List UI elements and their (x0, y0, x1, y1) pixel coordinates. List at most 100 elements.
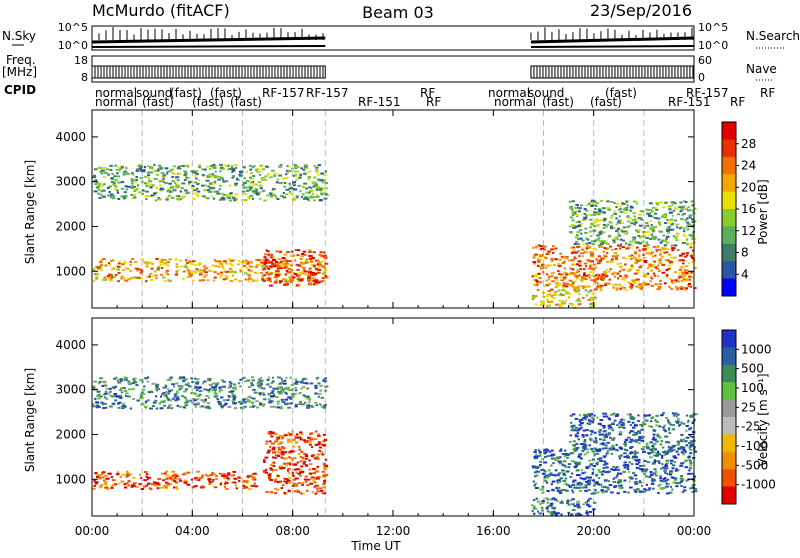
echo-cell (139, 396, 144, 399)
echo-cell (535, 279, 539, 282)
echo-cell (615, 414, 619, 417)
echo-cell (595, 481, 599, 484)
echo-cell (634, 221, 638, 224)
colorbar-segment (722, 451, 736, 470)
echo-cell (143, 471, 148, 474)
echo-cell (684, 466, 689, 469)
echo-cell (650, 277, 654, 280)
echo-cell (229, 259, 234, 262)
echo-cell (309, 433, 313, 436)
echo-cell (203, 388, 207, 391)
echo-cell (532, 499, 536, 502)
echo-cell (110, 180, 114, 183)
echo-cell (207, 185, 211, 188)
echo-cell (634, 229, 638, 232)
echo-cell (183, 173, 187, 176)
echo-cell (315, 186, 319, 189)
echo-cell (315, 193, 319, 196)
echo-cell (560, 294, 565, 297)
echo-cell (591, 416, 594, 419)
echo-cell (198, 263, 201, 266)
echo-cell (160, 486, 164, 489)
echo-cell (250, 177, 254, 180)
echo-cell (222, 385, 226, 388)
echo-cell (117, 406, 121, 409)
echo-cell (296, 284, 300, 287)
echo-cell (97, 397, 101, 400)
echo-cell (307, 278, 312, 281)
echo-cell (535, 453, 538, 456)
echo-cell (325, 194, 329, 197)
echo-cell (573, 486, 578, 489)
echo-cell (689, 414, 694, 417)
echo-cell (313, 164, 316, 167)
echo-cell (678, 424, 681, 427)
echo-cell (652, 206, 655, 209)
echo-cell (270, 442, 275, 445)
echo-cell (570, 513, 574, 516)
echo-cell (544, 451, 548, 454)
date-title: 23/Sep/2016 (590, 1, 692, 20)
echo-cell (195, 193, 200, 196)
echo-cell (606, 441, 611, 444)
echo-cell (93, 380, 98, 383)
echo-cell (643, 248, 646, 251)
echo-cell (639, 465, 643, 468)
cpid-label: CPID (4, 83, 36, 97)
echo-cell (650, 482, 655, 485)
echo-cell (581, 296, 585, 299)
echo-cell (308, 463, 313, 466)
echo-cell (599, 278, 603, 281)
echo-cell (582, 242, 587, 245)
echo-cell (167, 187, 171, 190)
echo-cell (585, 242, 589, 245)
echo-cell (584, 489, 589, 492)
echo-cell (246, 379, 251, 382)
echo-cell (288, 276, 292, 279)
echo-cell (631, 439, 635, 442)
echo-cell (312, 265, 317, 268)
echo-cell (693, 450, 698, 453)
echo-cell (550, 498, 554, 501)
echo-cell (288, 260, 292, 263)
echo-cell (314, 182, 318, 185)
echo-cell (318, 280, 323, 283)
echo-cell (116, 175, 121, 178)
echo-cell (168, 399, 173, 402)
echo-cell (291, 450, 295, 453)
echo-cell (557, 262, 561, 265)
echo-cell (113, 184, 117, 187)
echo-cell (684, 219, 688, 222)
echo-cell (230, 474, 234, 477)
echo-cell (276, 267, 281, 270)
velocity-echoes (92, 318, 698, 517)
echo-cell (635, 466, 640, 469)
echo-cell (136, 276, 141, 279)
echo-cell (582, 274, 586, 277)
echo-cell (274, 387, 277, 390)
echo-cell (633, 250, 638, 253)
echo-cell (567, 466, 571, 469)
echo-cell (126, 474, 130, 477)
echo-cell (296, 249, 301, 252)
echo-cell (209, 269, 214, 272)
echo-cell (581, 449, 584, 452)
echo-cell (284, 451, 287, 454)
echo-cell (286, 479, 291, 482)
echo-cell (675, 223, 679, 226)
echo-cell (227, 386, 232, 389)
echo-cell (165, 470, 169, 473)
echo-cell (585, 481, 589, 484)
echo-cell (295, 178, 298, 181)
echo-cell (183, 396, 187, 399)
echo-cell (540, 265, 544, 268)
echo-cell (288, 481, 292, 484)
echo-cell (99, 484, 103, 487)
echo-cell (637, 286, 642, 289)
echo-cell (655, 203, 660, 206)
echo-cell (678, 423, 682, 426)
colorbar-segment (722, 261, 736, 280)
echo-cell (279, 452, 282, 455)
echo-cell (251, 397, 256, 400)
echo-cell (152, 275, 156, 278)
